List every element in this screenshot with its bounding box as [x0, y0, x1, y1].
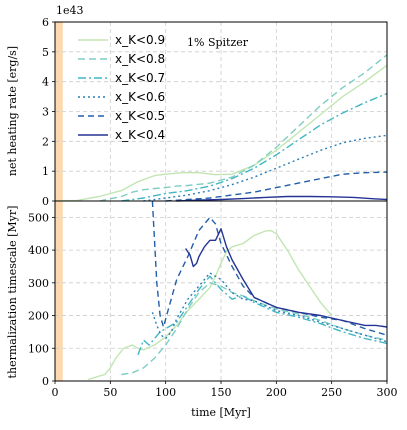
series-line-1 — [88, 229, 333, 381]
y-tick-label: 400 — [28, 244, 49, 257]
legend-entry-6: x_K<0.4 — [78, 128, 165, 142]
bottom-x-ticks: 0 50 100 150 200 250 300 — [52, 381, 398, 399]
series-line-6 — [185, 228, 388, 328]
y-tick-label: 6 — [42, 16, 49, 29]
x-tick-label: 150 — [211, 386, 232, 399]
bottom-ylabel: thermalization timescale [Myr] — [6, 206, 19, 379]
top-ylabel: net heating rate [erg/s] — [6, 46, 19, 176]
bottom-y-ticks: 0 100 200 300 400 500 — [28, 211, 55, 388]
top-offset-text: 1e43 — [56, 4, 84, 17]
top-annotation: 1% Spitzer — [187, 36, 249, 49]
series-line-2 — [121, 282, 388, 376]
y-tick-label: 4 — [42, 76, 49, 89]
legend-entry-1: x_K<0.9 — [78, 33, 165, 47]
series-line-1 — [54, 64, 388, 202]
legend-label-2: x_K<0.8 — [115, 52, 165, 66]
bottom-xlabel: time [Myr] — [191, 406, 251, 419]
top-series-group — [54, 54, 388, 202]
x-tick-label: 0 — [52, 386, 59, 399]
x-tick-label: 200 — [266, 386, 287, 399]
y-tick-label: 1 — [42, 165, 49, 178]
series-line-4 — [151, 272, 388, 343]
bottom-shaded-band — [55, 201, 63, 381]
series-line-3 — [121, 92, 388, 202]
legend-entry-2: x_K<0.8 — [78, 52, 165, 66]
legend: x_K<0.9 x_K<0.8 x_K<0.7 x_K<0.6 x_K<0.5 … — [78, 33, 165, 142]
x-tick-label: 50 — [103, 386, 117, 399]
series-line-6 — [176, 195, 388, 202]
x-tick-label: 250 — [321, 386, 342, 399]
series-line-2 — [99, 54, 388, 202]
bottom-series-group — [88, 200, 388, 381]
y-tick-label: 500 — [28, 211, 49, 224]
legend-label-6: x_K<0.4 — [115, 128, 165, 142]
legend-entry-4: x_K<0.6 — [78, 90, 165, 104]
top-grid — [55, 22, 387, 201]
bottom-panel: 0 100 200 300 400 500 0 50 100 150 200 250 300 ther… — [6, 200, 398, 419]
y-tick-label: 100 — [28, 342, 49, 355]
legend-label-4: x_K<0.6 — [115, 90, 165, 104]
y-tick-label: 0 — [42, 195, 49, 208]
y-tick-label: 300 — [28, 277, 49, 290]
y-tick-label: 2 — [42, 135, 49, 148]
series-line-4 — [143, 134, 388, 202]
x-tick-label: 300 — [377, 386, 398, 399]
y-tick-label: 0 — [42, 375, 49, 388]
x-tick-label: 100 — [155, 386, 176, 399]
legend-label-3: x_K<0.7 — [115, 71, 165, 85]
legend-entry-3: x_K<0.7 — [78, 71, 165, 85]
series-line-5 — [151, 200, 388, 336]
top-y-ticks: 0 1 2 3 4 5 6 — [42, 16, 55, 208]
legend-entry-5: x_K<0.5 — [78, 109, 165, 123]
series-line-3 — [137, 275, 388, 356]
bottom-grid — [55, 201, 387, 381]
series-line-5 — [165, 171, 388, 202]
legend-label-5: x_K<0.5 — [115, 109, 165, 123]
y-tick-label: 200 — [28, 310, 49, 323]
y-tick-label: 3 — [42, 106, 49, 119]
legend-label-1: x_K<0.9 — [115, 33, 165, 47]
y-tick-label: 5 — [42, 46, 49, 59]
